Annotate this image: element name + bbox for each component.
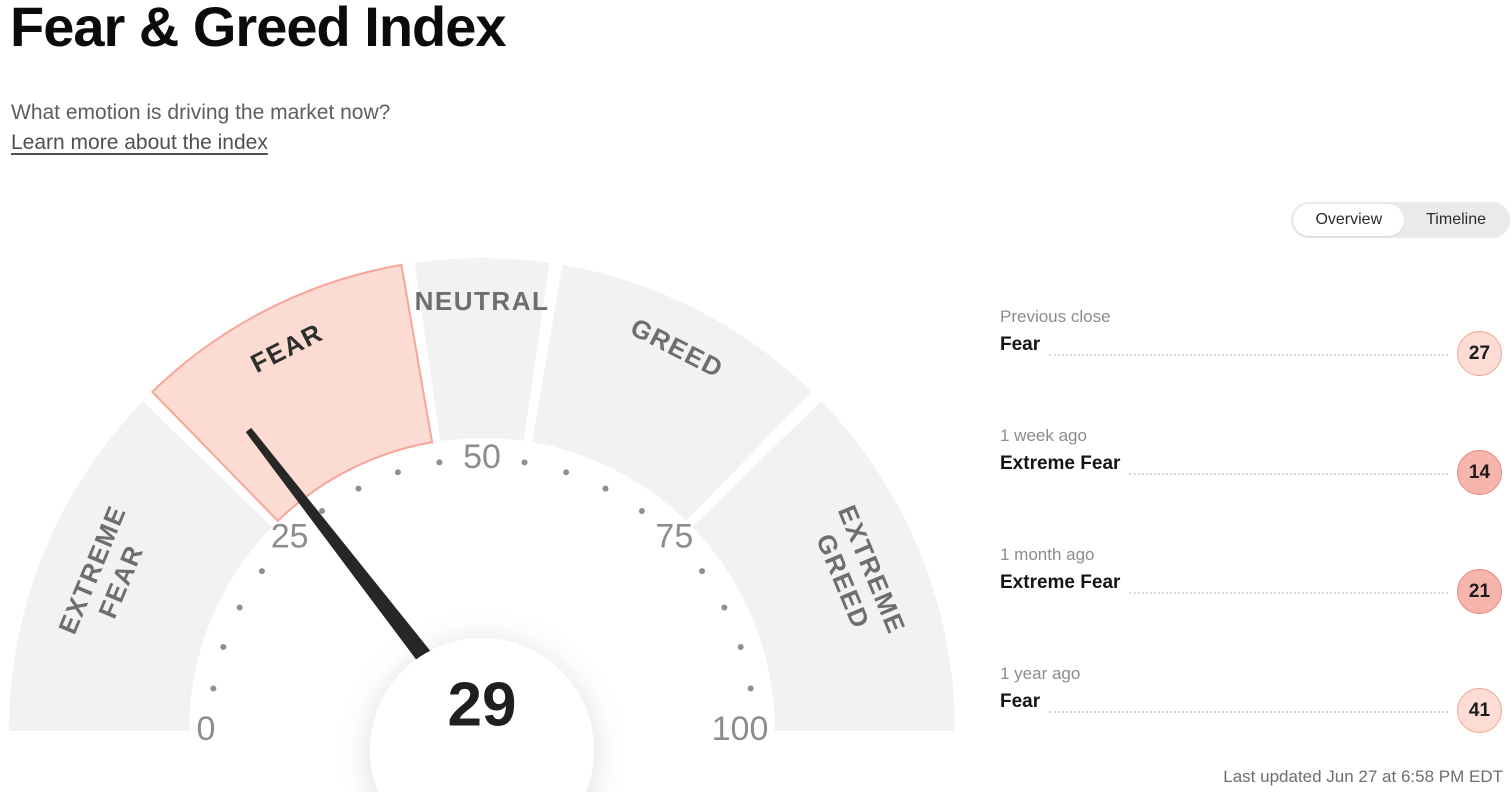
dotted-leader [1049,331,1448,356]
gauge-tick-0: 0 [197,710,216,748]
tab-overview[interactable]: Overview [1293,204,1405,236]
dotted-leader [1129,569,1448,594]
gauge-label-neutral: NEUTRAL [415,286,550,316]
gauge-dot-95 [747,685,754,692]
fear-greed-gauge: EXTREMEFEAR FEAR NEUTRAL GREED EXTREMEGREED 0… [0,256,970,797]
history-item-1-month: 1 month ago Extreme Fear 21 [1000,544,1502,614]
history-value-badge: 14 [1457,450,1502,495]
dotted-leader [1129,450,1448,475]
gauge-segment-extreme-greed [692,401,955,731]
history-value-badge: 27 [1457,331,1502,376]
gauge-segment-fear [150,263,434,523]
gauge-dot-15 [236,604,243,611]
last-updated-text: Last updated Jun 27 at 6:58 PM EDT [1223,767,1503,786]
history-rating: Extreme Fear [1000,572,1121,593]
history-item-1-year: 1 year ago Fear 41 [1000,663,1502,733]
gauge-dot-20 [258,568,265,575]
dotted-leader [1049,688,1448,713]
gauge-tick-100: 100 [712,710,769,748]
gauge-dot-60 [563,469,570,476]
view-toggle: Overview Timeline [1291,202,1510,238]
history-panel: Previous close Fear 27 1 week ago Extrem… [1000,306,1502,782]
history-period-label: 1 year ago [1000,664,1081,683]
gauge-dot-35 [355,485,362,492]
history-period-label: Previous close [1000,307,1111,326]
page-subtitle: What emotion is driving the market now? [11,101,391,124]
gauge-value: 29 [448,670,517,739]
gauge-center-circle [370,638,594,797]
gauge-tick-25: 25 [271,518,309,556]
gauge-svg: EXTREMEFEARFEARNEUTRALGREEDEXTREMEGREED0… [9,257,955,797]
gauge-segment-neutral [414,257,550,441]
svg-text:NEUTRAL: NEUTRAL [415,286,550,316]
gauge-segment-extreme-fear [9,401,272,731]
history-item-previous-close: Previous close Fear 27 [1000,306,1502,376]
history-value-badge: 41 [1457,688,1502,733]
history-value-badge: 21 [1457,569,1502,614]
gauge-dot-70 [638,507,645,514]
tab-timeline[interactable]: Timeline [1404,204,1508,236]
gauge-dot-30 [319,507,326,514]
learn-more-link[interactable]: Learn more about the index [11,131,268,154]
gauge-dot-65 [602,485,609,492]
gauge-dot-40 [394,469,401,476]
history-rating: Fear [1000,334,1041,355]
gauge-dot-10 [220,643,227,650]
gauge-dot-85 [721,604,728,611]
history-rating: Extreme Fear [1000,453,1121,474]
gauge-tick-50: 50 [463,438,501,476]
gauge-tick-75: 75 [655,518,693,556]
page-title: Fear & Greed Index [10,0,507,58]
gauge-dot-55 [521,459,528,466]
history-period-label: 1 week ago [1000,426,1087,445]
history-item-1-week: 1 week ago Extreme Fear 14 [1000,425,1502,495]
history-rating: Fear [1000,691,1041,712]
gauge-dot-90 [737,643,744,650]
history-period-label: 1 month ago [1000,545,1095,564]
gauge-dot-5 [210,685,217,692]
gauge-dot-80 [699,568,706,575]
gauge-segment-greed [531,264,812,521]
gauge-dot-45 [436,459,443,466]
